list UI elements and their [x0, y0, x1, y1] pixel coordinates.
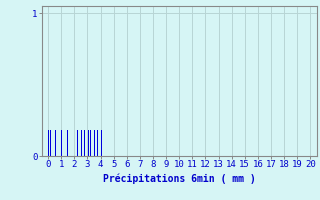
Bar: [84, 130, 85, 156]
Bar: [113, 130, 114, 156]
Bar: [50, 130, 51, 156]
Bar: [67, 130, 68, 156]
Bar: [94, 130, 95, 156]
X-axis label: Précipitations 6min ( mm ): Précipitations 6min ( mm ): [103, 173, 256, 184]
Bar: [81, 130, 82, 156]
Bar: [55, 130, 56, 156]
Bar: [75, 130, 76, 156]
Bar: [88, 130, 89, 156]
Bar: [97, 130, 98, 156]
Bar: [48, 130, 49, 156]
Bar: [101, 130, 102, 156]
Bar: [77, 130, 78, 156]
Bar: [90, 130, 91, 156]
Bar: [61, 130, 62, 156]
